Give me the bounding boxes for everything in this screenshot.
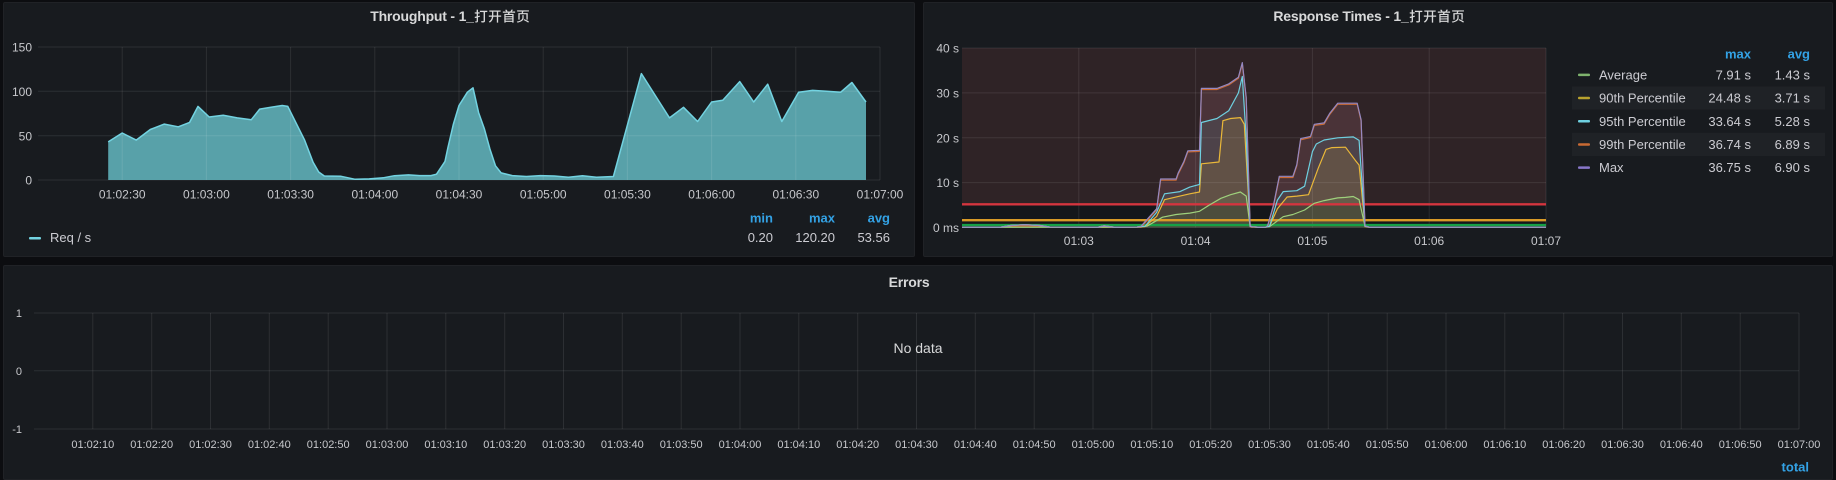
svg-text:6.89 s: 6.89 s (1775, 137, 1811, 152)
svg-text:01:06:00: 01:06:00 (1425, 439, 1468, 451)
svg-text:max: max (809, 211, 836, 226)
svg-text:01:05:00: 01:05:00 (520, 187, 567, 201)
svg-text:90th Percentile: 90th Percentile (1599, 91, 1686, 106)
svg-text:5.28 s: 5.28 s (1775, 114, 1811, 129)
svg-text:1.43 s: 1.43 s (1775, 67, 1811, 82)
svg-text:50: 50 (19, 129, 33, 143)
svg-text:01:05: 01:05 (1297, 234, 1327, 248)
svg-text:100: 100 (12, 85, 32, 99)
svg-text:Req / s: Req / s (50, 230, 92, 245)
svg-text:53.56: 53.56 (857, 230, 890, 245)
svg-text:01:04:10: 01:04:10 (777, 439, 820, 451)
svg-text:01:06:40: 01:06:40 (1660, 439, 1703, 451)
svg-text:01:02:40: 01:02:40 (248, 439, 291, 451)
svg-text:01:03:30: 01:03:30 (542, 439, 585, 451)
svg-text:01:02:10: 01:02:10 (71, 439, 114, 451)
svg-text:24.48 s: 24.48 s (1708, 91, 1751, 106)
svg-text:33.64 s: 33.64 s (1708, 114, 1751, 129)
svg-text:01:02:30: 01:02:30 (99, 187, 146, 201)
svg-text:95th Percentile: 95th Percentile (1599, 114, 1686, 129)
svg-text:01:06:20: 01:06:20 (1542, 439, 1585, 451)
svg-text:min: min (750, 211, 773, 226)
svg-text:Max: Max (1599, 160, 1624, 175)
svg-text:30 s: 30 s (936, 87, 959, 101)
svg-text:01:05:00: 01:05:00 (1072, 439, 1115, 451)
svg-text:01:06: 01:06 (1414, 234, 1444, 248)
svg-text:01:02:30: 01:02:30 (189, 439, 232, 451)
svg-text:01:02:50: 01:02:50 (307, 439, 350, 451)
svg-text:0: 0 (16, 366, 22, 378)
svg-text:01:04:30: 01:04:30 (895, 439, 938, 451)
svg-text:120.20: 120.20 (795, 230, 835, 245)
svg-text:Average: Average (1599, 67, 1647, 82)
svg-text:01:06:30: 01:06:30 (772, 187, 819, 201)
svg-text:01:03:30: 01:03:30 (267, 187, 314, 201)
svg-text:01:07:00: 01:07:00 (1778, 439, 1821, 451)
svg-text:No data: No data (893, 340, 942, 356)
svg-text:01:03:20: 01:03:20 (483, 439, 526, 451)
svg-text:01:03:50: 01:03:50 (660, 439, 703, 451)
svg-text:01:05:40: 01:05:40 (1307, 439, 1350, 451)
svg-text:01:03:00: 01:03:00 (183, 187, 230, 201)
svg-text:01:04: 01:04 (1181, 234, 1211, 248)
svg-text:total: total (1782, 460, 1809, 475)
svg-text:01:04:40: 01:04:40 (954, 439, 997, 451)
svg-text:01:04:00: 01:04:00 (719, 439, 762, 451)
svg-text:01:07:00: 01:07:00 (857, 187, 904, 201)
svg-text:01:05:20: 01:05:20 (1189, 439, 1232, 451)
svg-text:20 s: 20 s (936, 131, 959, 145)
svg-text:01:04:30: 01:04:30 (436, 187, 483, 201)
svg-text:01:06:10: 01:06:10 (1483, 439, 1526, 451)
svg-text:150: 150 (12, 41, 32, 55)
svg-text:36.75 s: 36.75 s (1708, 160, 1751, 175)
svg-text:01:02:20: 01:02:20 (130, 439, 173, 451)
svg-text:10 s: 10 s (936, 176, 959, 190)
svg-text:01:03: 01:03 (1064, 234, 1094, 248)
svg-text:99th Percentile: 99th Percentile (1599, 137, 1686, 152)
svg-text:01:06:00: 01:06:00 (688, 187, 735, 201)
svg-text:7.91 s: 7.91 s (1716, 67, 1752, 82)
svg-text:36.74 s: 36.74 s (1708, 137, 1751, 152)
svg-text:max: max (1725, 46, 1752, 61)
svg-text:0.20: 0.20 (748, 230, 773, 245)
svg-text:01:04:00: 01:04:00 (351, 187, 398, 201)
svg-text:01:07: 01:07 (1531, 234, 1561, 248)
svg-text:avg: avg (868, 211, 890, 226)
svg-text:0 ms: 0 ms (933, 221, 959, 235)
svg-text:avg: avg (1788, 46, 1810, 61)
svg-text:01:05:10: 01:05:10 (1130, 439, 1173, 451)
svg-text:01:05:30: 01:05:30 (604, 187, 651, 201)
svg-text:0: 0 (25, 174, 32, 188)
svg-text:01:04:50: 01:04:50 (1013, 439, 1056, 451)
svg-text:6.90 s: 6.90 s (1775, 160, 1811, 175)
svg-text:01:06:50: 01:06:50 (1719, 439, 1762, 451)
svg-text:3.71 s: 3.71 s (1775, 91, 1811, 106)
svg-text:01:03:10: 01:03:10 (424, 439, 467, 451)
svg-text:01:05:30: 01:05:30 (1248, 439, 1291, 451)
svg-text:01:05:50: 01:05:50 (1366, 439, 1409, 451)
svg-text:01:03:40: 01:03:40 (601, 439, 644, 451)
svg-text:01:06:30: 01:06:30 (1601, 439, 1644, 451)
svg-text:1: 1 (16, 308, 22, 320)
svg-text:01:04:20: 01:04:20 (836, 439, 879, 451)
svg-text:40 s: 40 s (936, 42, 959, 56)
svg-text:-1: -1 (12, 424, 22, 436)
svg-text:01:03:00: 01:03:00 (366, 439, 409, 451)
